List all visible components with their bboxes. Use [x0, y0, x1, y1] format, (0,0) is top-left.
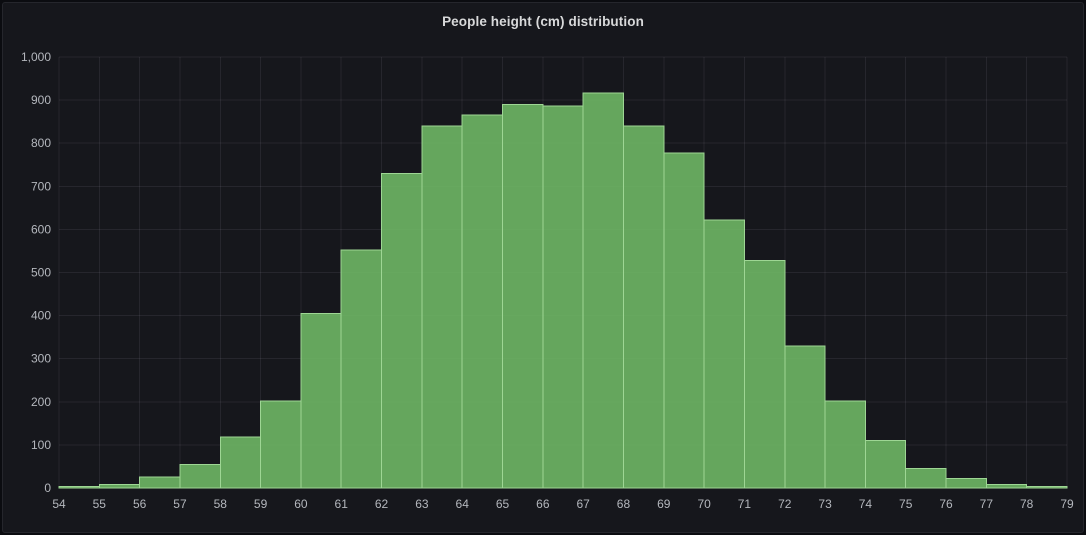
histogram-bar[interactable] [179, 463, 221, 489]
y-axis-tick-label: 500 [31, 266, 51, 280]
histogram-bar[interactable] [381, 172, 423, 489]
x-axis-tick-label: 63 [415, 497, 429, 511]
histogram-bar[interactable] [582, 92, 624, 489]
x-axis-tick-label: 65 [496, 497, 510, 511]
histogram-bar[interactable] [703, 219, 745, 489]
histogram-bar[interactable] [502, 103, 544, 489]
histogram-bar[interactable] [542, 105, 584, 489]
x-axis-tick-label: 77 [980, 497, 994, 511]
x-axis-tick-label: 69 [657, 497, 671, 511]
x-axis-tick-label: 79 [1060, 497, 1074, 511]
histogram-bar[interactable] [340, 249, 383, 489]
y-axis-tick-label: 0 [44, 481, 51, 495]
histogram-bar[interactable] [139, 476, 181, 489]
y-axis-tick-label: 300 [31, 352, 51, 366]
x-axis-tick-label: 71 [738, 497, 752, 511]
x-axis-tick-label: 76 [939, 497, 953, 511]
histogram-bar[interactable] [824, 400, 866, 489]
panel-header[interactable]: People height (cm) distribution [3, 3, 1083, 39]
x-axis-tick-label: 62 [375, 497, 389, 511]
x-axis-tick-label: 78 [1020, 497, 1034, 511]
histogram-bar[interactable] [743, 259, 786, 489]
y-axis-tick-label: 800 [31, 136, 51, 150]
y-axis-tick-label: 400 [31, 309, 51, 323]
histogram-bar[interactable] [300, 312, 342, 489]
x-axis-tick-label: 67 [576, 497, 590, 511]
x-axis-tick-label: 64 [456, 497, 470, 511]
x-axis-tick-label: 60 [294, 497, 308, 511]
x-axis-tick-label: 73 [818, 497, 832, 511]
histogram-bar[interactable] [945, 478, 987, 489]
histogram-bar[interactable] [622, 125, 665, 489]
x-axis-tick-label: 61 [335, 497, 349, 511]
x-axis-tick-label: 75 [899, 497, 913, 511]
x-axis-tick-label: 56 [133, 497, 147, 511]
y-axis-tick-label: 1,000 [21, 50, 51, 64]
y-axis-tick-label: 100 [31, 438, 51, 452]
y-axis-tick-label: 600 [31, 222, 51, 236]
y-axis-tick-label: 200 [31, 395, 51, 409]
histogram-bar[interactable] [905, 468, 947, 489]
histogram-bar[interactable] [98, 484, 141, 489]
histogram-bar[interactable] [985, 484, 1028, 489]
panel-title[interactable]: People height (cm) distribution [442, 13, 644, 29]
x-axis-tick-label: 66 [536, 497, 550, 511]
histogram-bar[interactable] [58, 486, 100, 489]
histogram-bar[interactable] [663, 152, 705, 489]
x-axis-tick-label: 54 [52, 497, 66, 511]
histogram-bar[interactable] [784, 345, 826, 489]
histogram-bar[interactable] [1026, 485, 1068, 489]
x-axis-tick-label: 70 [697, 497, 711, 511]
x-axis-tick-label: 57 [173, 497, 187, 511]
x-axis-tick-label: 59 [254, 497, 268, 511]
x-axis-tick-label: 68 [617, 497, 631, 511]
x-axis-tick-label: 72 [778, 497, 792, 511]
histogram-svg: 0 100 200 300 400 500 600 700 800 900 1,000 54 55 56 5… [21, 50, 1074, 511]
x-axis-tick-label: 58 [214, 497, 228, 511]
histogram-bar[interactable] [864, 440, 907, 489]
histogram-bar[interactable] [461, 114, 504, 489]
y-axis-tick-label: 700 [31, 179, 51, 193]
histogram-bar[interactable] [219, 436, 262, 489]
x-axis-tick-label: 74 [859, 497, 873, 511]
histogram-bar[interactable] [421, 125, 463, 489]
histogram-bar[interactable] [260, 400, 302, 489]
y-axis-tick-label: 900 [31, 93, 51, 107]
x-axis-tick-label: 55 [93, 497, 107, 511]
